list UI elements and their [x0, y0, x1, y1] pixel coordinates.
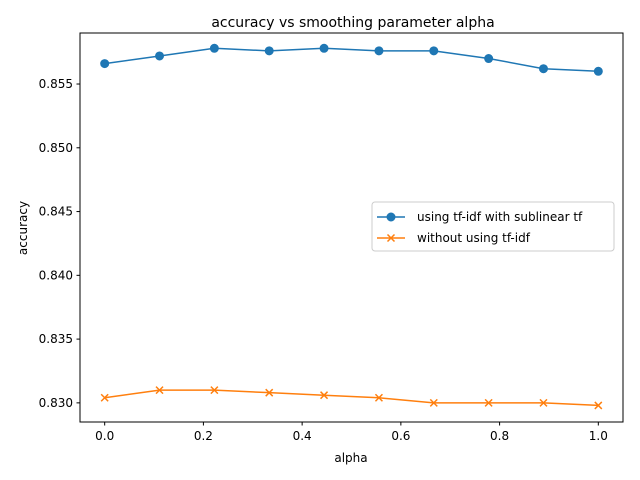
x-tick-label: 0.0	[95, 429, 114, 443]
series-2-point	[594, 401, 603, 410]
series-2-point	[210, 386, 219, 395]
legend-label-2: without using tf-idf	[417, 231, 531, 245]
legend-marker-2	[386, 233, 396, 243]
series-line-1	[104, 47, 599, 73]
series-2-point	[155, 386, 164, 395]
legend: using tf-idf with sublinear tf without us…	[371, 201, 615, 252]
series-2-point	[265, 388, 274, 397]
y-tick-label: 0.830	[39, 396, 73, 410]
x-tick-label: 0.2	[194, 429, 213, 443]
axes-frame	[79, 32, 624, 423]
y-tick-label: 0.845	[39, 205, 73, 219]
series-2-point	[320, 391, 329, 400]
series-1-point	[100, 59, 110, 69]
x-axis-label: alpha	[334, 451, 367, 465]
series-1-point	[429, 46, 439, 56]
series-line-2	[104, 389, 599, 407]
series-1-point	[484, 54, 494, 64]
x-tick-label: 0.6	[391, 429, 410, 443]
series-1-point	[209, 43, 219, 53]
series-1-point	[155, 51, 165, 61]
series-1-point	[593, 66, 603, 76]
series-1-point	[264, 46, 274, 56]
y-tick-label: 0.855	[39, 77, 73, 91]
chart-title: accuracy vs smoothing parameter alpha	[211, 15, 494, 31]
y-tick-label: 0.835	[39, 332, 73, 346]
series-2-point	[484, 398, 493, 407]
x-tick-label: 0.4	[293, 429, 312, 443]
y-tick-label: 0.840	[39, 268, 73, 282]
series-1-point	[374, 46, 384, 56]
series-2-point	[539, 398, 548, 407]
x-tick-label: 1.0	[589, 429, 608, 443]
legend-marker-1	[386, 212, 396, 222]
legend-label-1: using tf-idf with sublinear tf	[417, 210, 583, 224]
x-tick-label: 0.8	[490, 429, 509, 443]
series-1-point	[319, 43, 329, 53]
plot-area	[100, 43, 603, 410]
series-1-point	[538, 64, 548, 74]
series-2-point	[429, 398, 438, 407]
y-axis-label: accuracy	[16, 201, 30, 255]
series-2-point	[100, 393, 109, 402]
series-2-point	[374, 393, 383, 402]
legend-box	[371, 201, 615, 252]
y-tick-label: 0.850	[39, 141, 73, 155]
